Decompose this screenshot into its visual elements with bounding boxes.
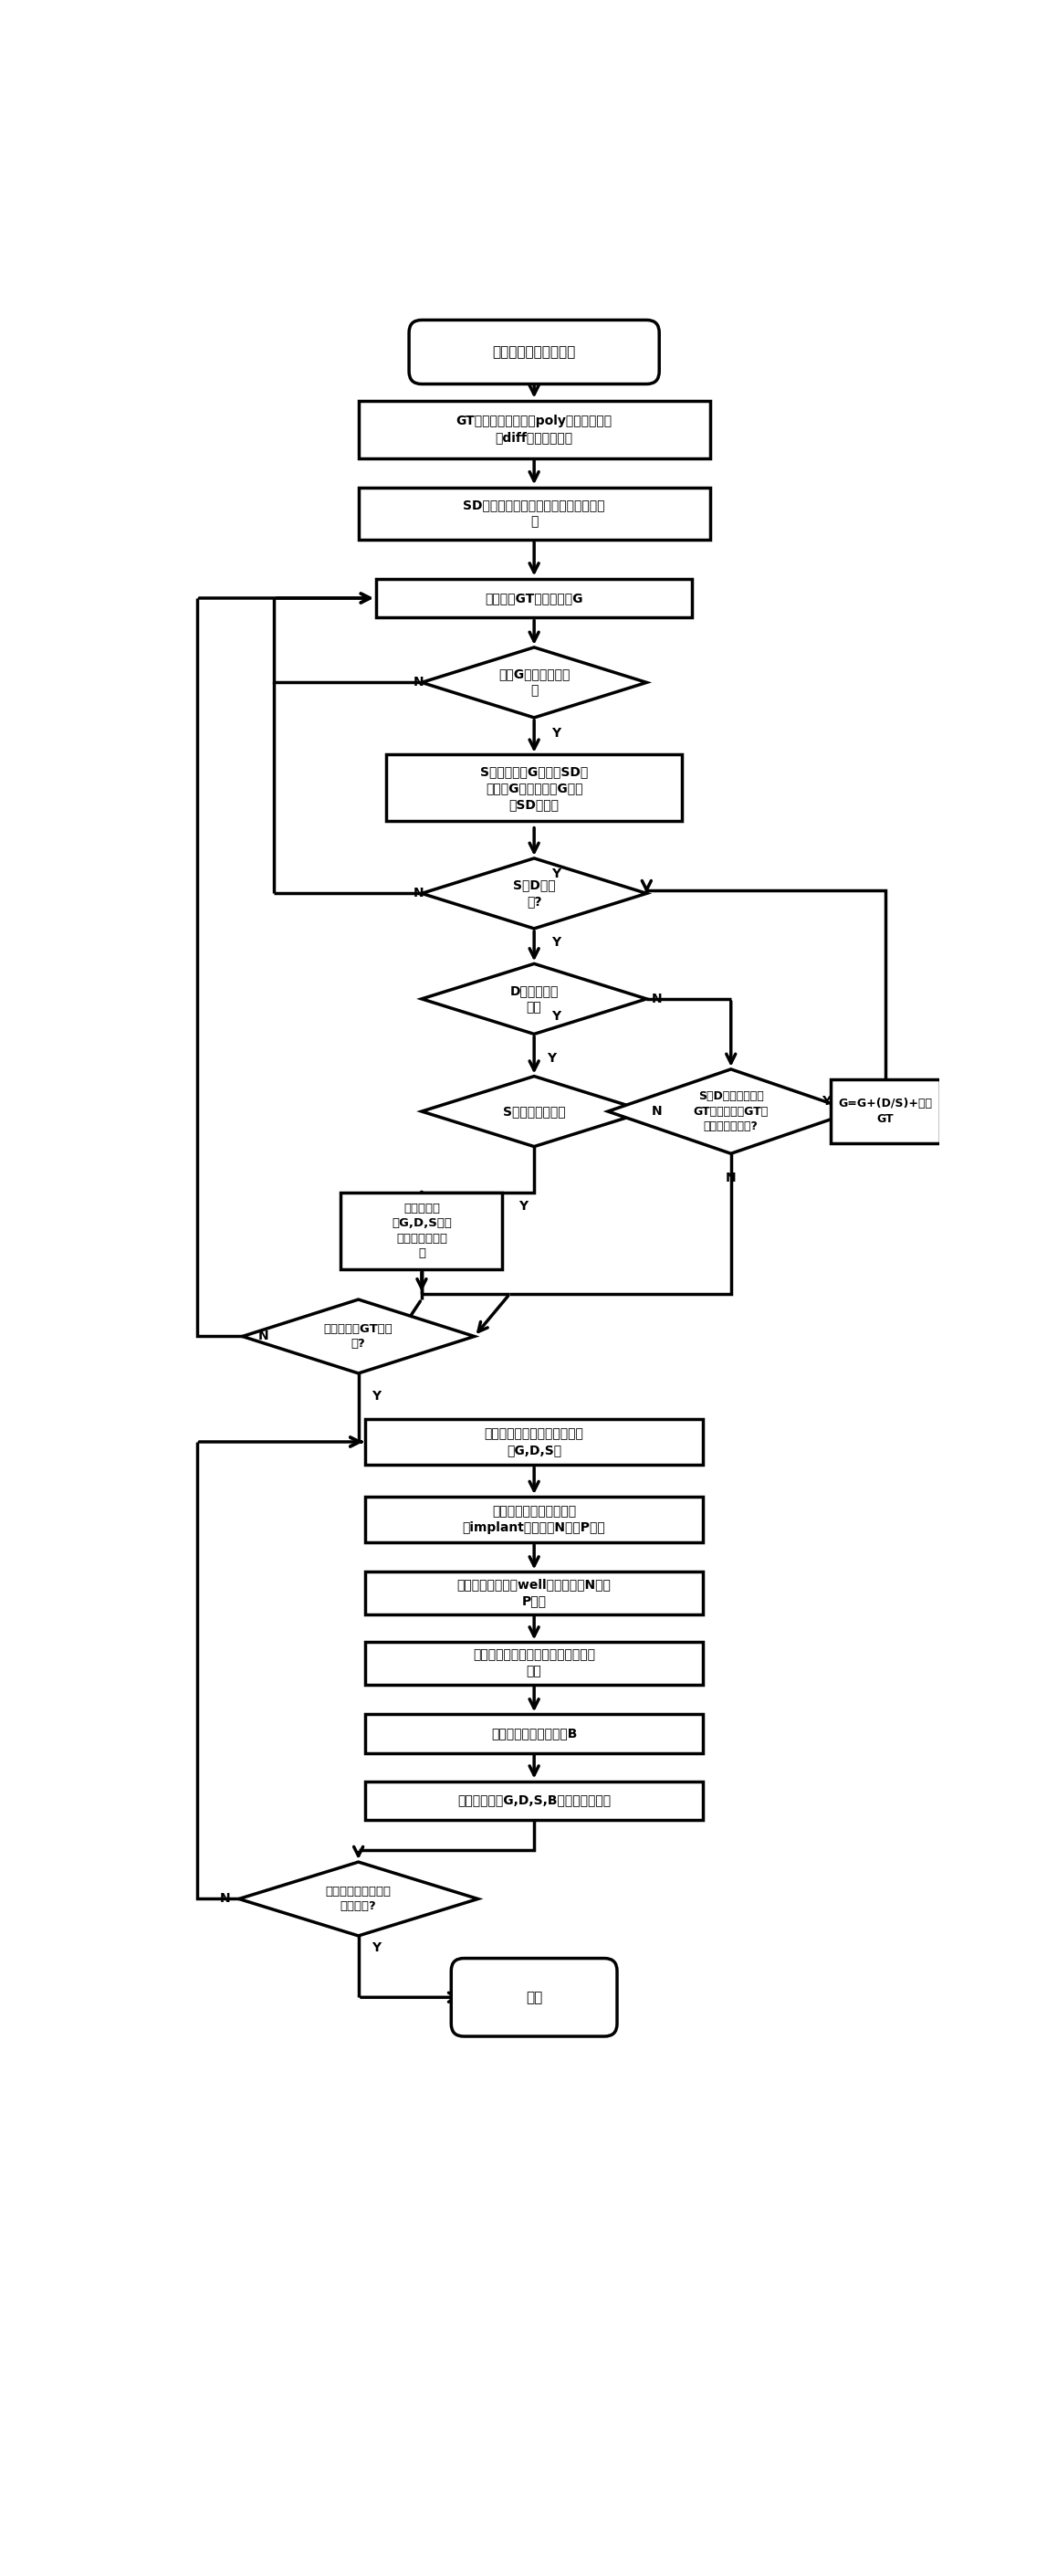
Bar (831, 1079, 940, 1144)
Bar (365, 1780, 703, 1819)
Text: Y: Y (552, 726, 561, 739)
Text: Y: Y (552, 935, 561, 948)
Text: 结束: 结束 (526, 1991, 542, 2004)
Bar (386, 755, 682, 822)
Text: Y: Y (552, 1010, 561, 1023)
Polygon shape (239, 1862, 477, 1935)
Bar (358, 487, 710, 541)
Text: N: N (259, 1329, 269, 1342)
Bar (341, 1193, 503, 1270)
Text: 将该晶体管
（G,D,S多边
形）加入设备列
表: 将该晶体管 （G,D,S多边 形）加入设备列 表 (392, 1203, 451, 1260)
Bar (365, 1497, 703, 1543)
Text: Y: Y (552, 868, 561, 881)
Bar (365, 1571, 703, 1615)
Text: 查找G是否连接有金
属: 查找G是否连接有金 属 (498, 667, 570, 698)
FancyBboxPatch shape (409, 319, 660, 384)
Text: SD为具有扩散层但没有多晶硅层的多边
形: SD为具有扩散层但没有多晶硅层的多边 形 (463, 500, 605, 528)
Text: N: N (652, 992, 663, 1005)
Bar (365, 1713, 703, 1754)
Text: N: N (220, 1893, 230, 1906)
Text: 已处理所有GT多边
形?: 已处理所有GT多边 形? (324, 1324, 393, 1350)
Text: Y: Y (372, 1942, 381, 1955)
Bar (365, 1643, 703, 1685)
Text: Y: Y (519, 1200, 528, 1213)
Polygon shape (422, 858, 647, 927)
Text: 识别出一个金属多边形B: 识别出一个金属多边形B (491, 1728, 577, 1739)
Text: D是否连接有
金属: D是否连接有 金属 (510, 984, 558, 1012)
Text: Y: Y (821, 1095, 830, 1108)
Polygon shape (243, 1298, 474, 1373)
Text: G=G+(D/S)+另一
GT: G=G+(D/S)+另一 GT (839, 1097, 933, 1126)
Bar (365, 1419, 703, 1466)
Text: 将该晶体管（G,D,S,B）加入换选列表: 将该晶体管（G,D,S,B）加入换选列表 (458, 1793, 610, 1806)
Text: S为从左侧与G连接的SD多
边形；G为从右侧与G连接
的SD多边形: S为从左侧与G连接的SD多 边形；G为从右侧与G连接 的SD多边形 (481, 765, 588, 811)
Text: S或D多边形与另一
GT多边形（该GT连
接有金属）连接?: S或D多边形与另一 GT多边形（该GT连 接有金属）连接? (693, 1090, 768, 1133)
Polygon shape (422, 1077, 647, 1146)
Text: 任取一个GT多边形设为G: 任取一个GT多边形设为G (485, 592, 583, 605)
Polygon shape (422, 647, 647, 719)
Text: 在同一井中定位与注入杂质相反的杂
质区: 在同一井中定位与注入杂质相反的杂 质区 (473, 1649, 596, 1677)
Text: 对于设备列表中的每一晶体管
（G,D,S）: 对于设备列表中的每一晶体管 （G,D,S） (485, 1427, 584, 1455)
Text: N: N (413, 886, 423, 899)
Bar (358, 399, 710, 459)
Text: N: N (726, 1172, 736, 1185)
Text: S、D均存
在?: S、D均存 在? (513, 878, 555, 907)
Text: Y: Y (372, 1391, 381, 1401)
Text: 识别该晶体管的注入杂质
（implant）类型（N型或P型）: 识别该晶体管的注入杂质 （implant）类型（N型或P型） (463, 1504, 605, 1533)
Polygon shape (422, 963, 647, 1033)
Text: N: N (652, 1105, 663, 1118)
Text: 设备列表中所有晶体
管已处理?: 设备列表中所有晶体 管已处理? (326, 1886, 392, 1911)
Polygon shape (608, 1069, 854, 1154)
Text: 开始查找所有候选器件: 开始查找所有候选器件 (492, 345, 576, 358)
Text: Y: Y (548, 1051, 556, 1064)
Bar (376, 580, 692, 618)
FancyBboxPatch shape (451, 1958, 617, 2038)
Text: GT为具有多晶硅层（poly层）和扩散层
（diff层）的多边形: GT为具有多晶硅层（poly层）和扩散层 （diff层）的多边形 (456, 415, 612, 443)
Text: S是否连接有金属: S是否连接有金属 (503, 1105, 565, 1118)
Text: N: N (413, 675, 423, 688)
Text: 识别该晶体管井（well）的类型（N型或
P型）: 识别该晶体管井（well）的类型（N型或 P型） (458, 1579, 611, 1607)
